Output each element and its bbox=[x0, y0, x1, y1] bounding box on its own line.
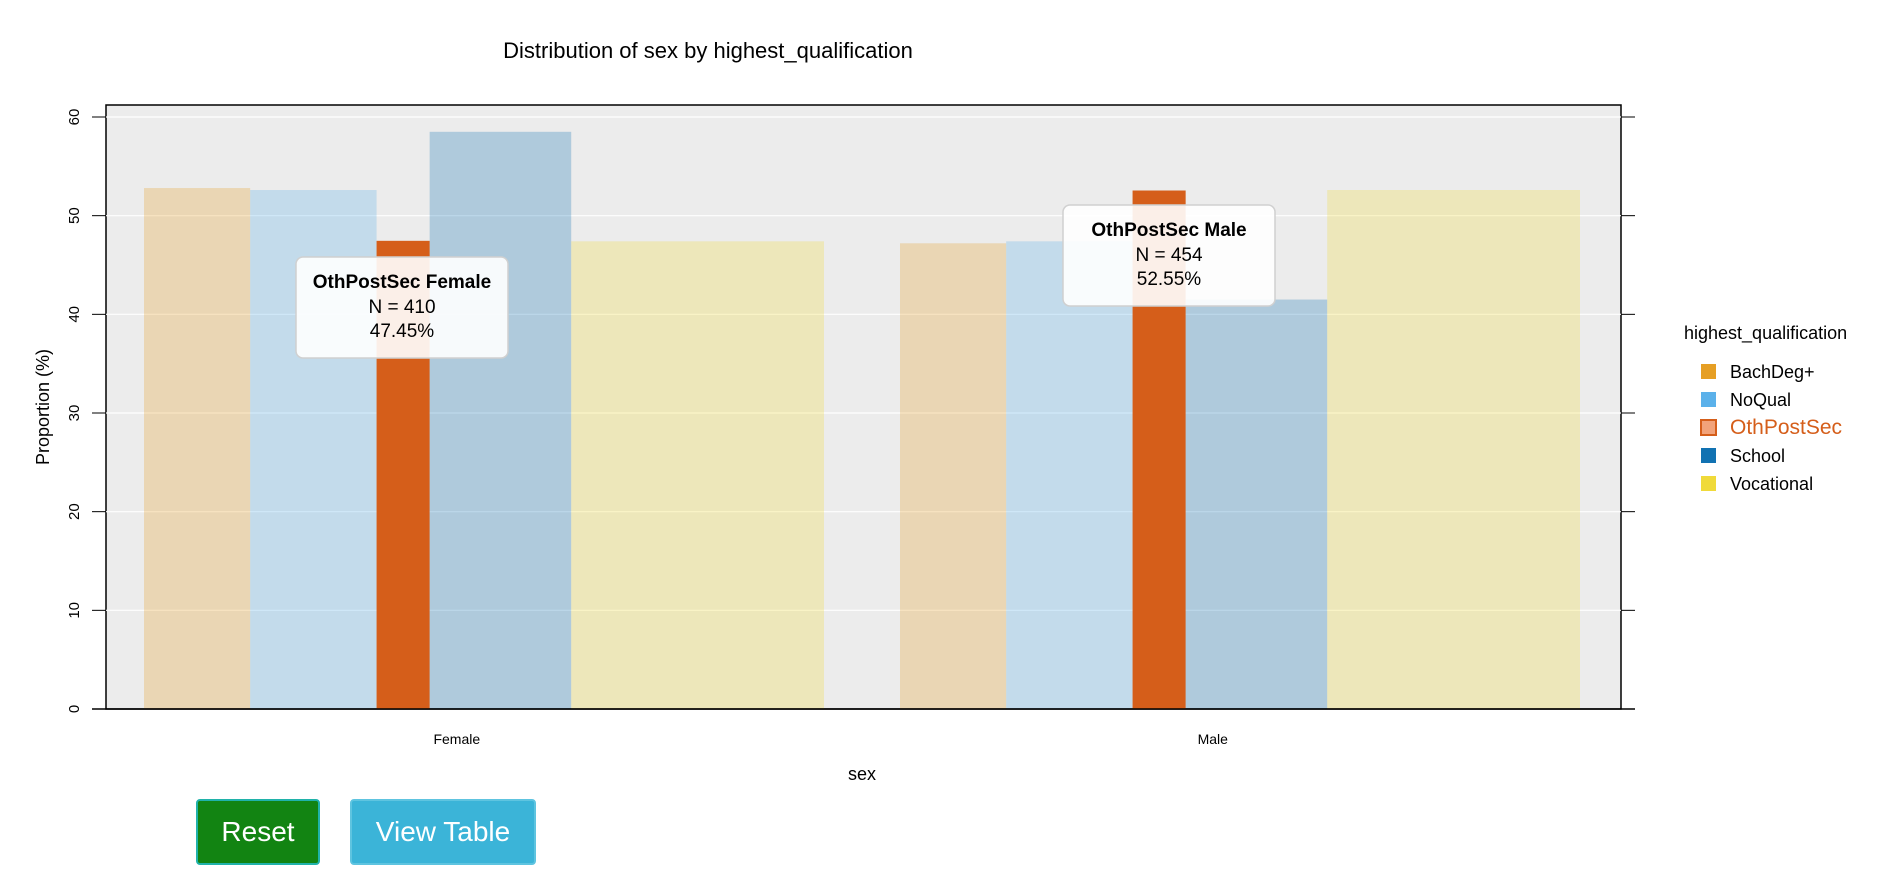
legend-swatch bbox=[1701, 364, 1716, 379]
tooltip-percent: 47.45% bbox=[370, 321, 435, 342]
legend-label[interactable]: Vocational bbox=[1730, 474, 1813, 494]
bar-vocational-female[interactable] bbox=[571, 241, 824, 709]
tooltip-box bbox=[1062, 204, 1276, 307]
legend-title: highest_qualification bbox=[1684, 323, 1847, 344]
x-axis: Female Male bbox=[433, 731, 1228, 747]
plot-panel bbox=[105, 104, 1622, 710]
view-table-button[interactable]: View Table bbox=[350, 799, 536, 865]
tooltip-title: OthPostSec Female bbox=[313, 272, 491, 293]
tooltip-count: N = 410 bbox=[368, 297, 435, 318]
y-axis-label: Proportion (%) bbox=[33, 349, 53, 465]
y-tick-label: 20 bbox=[66, 503, 83, 520]
tooltip-count: N = 454 bbox=[1135, 245, 1203, 266]
bar-school-female[interactable] bbox=[429, 131, 572, 710]
chart-title: Distribution of sex by highest_qualifica… bbox=[503, 38, 913, 63]
tooltip-percent: 52.55% bbox=[1137, 269, 1202, 290]
y-tick-label: 0 bbox=[66, 705, 83, 713]
legend-swatch bbox=[1701, 448, 1716, 463]
y-tick-label: 40 bbox=[66, 306, 83, 323]
legend-swatch bbox=[1701, 392, 1716, 407]
bar-bachdeg-female[interactable] bbox=[144, 188, 251, 710]
legend: highest_qualification BachDeg+ NoQual OthP… bbox=[1684, 323, 1847, 494]
grid-lines bbox=[106, 116, 1621, 611]
x-axis-label: sex bbox=[848, 764, 876, 784]
tooltips-group: OthPostSec Female N = 410 47.45% OthPostSec… bbox=[295, 204, 1276, 359]
x-tick-label: Male bbox=[1198, 731, 1229, 747]
bar-vocational-male[interactable] bbox=[1327, 190, 1580, 710]
tooltip-box bbox=[295, 256, 509, 359]
legend-swatch bbox=[1701, 476, 1716, 491]
bar-bachdeg-male[interactable] bbox=[900, 243, 1007, 709]
y-tick-label: 50 bbox=[66, 207, 83, 224]
bar-school-male[interactable] bbox=[1185, 299, 1328, 709]
y-tick-label: 60 bbox=[66, 109, 83, 126]
y-axis: 0 10 20 30 40 50 60 bbox=[66, 109, 1635, 713]
legend-label[interactable]: NoQual bbox=[1730, 390, 1791, 410]
legend-swatch bbox=[1700, 419, 1717, 436]
bars-group bbox=[144, 131, 1580, 710]
y-tick-label: 30 bbox=[66, 405, 83, 422]
x-tick-label: Female bbox=[433, 731, 480, 747]
legend-label[interactable]: OthPostSec bbox=[1730, 416, 1842, 439]
y-tick-label: 10 bbox=[66, 602, 83, 619]
legend-label[interactable]: School bbox=[1730, 446, 1785, 466]
reset-button[interactable]: Reset bbox=[196, 799, 320, 865]
legend-label[interactable]: BachDeg+ bbox=[1730, 362, 1815, 382]
bar-noqual-male[interactable] bbox=[1006, 241, 1133, 709]
tooltip-title: OthPostSec Male bbox=[1091, 220, 1246, 241]
